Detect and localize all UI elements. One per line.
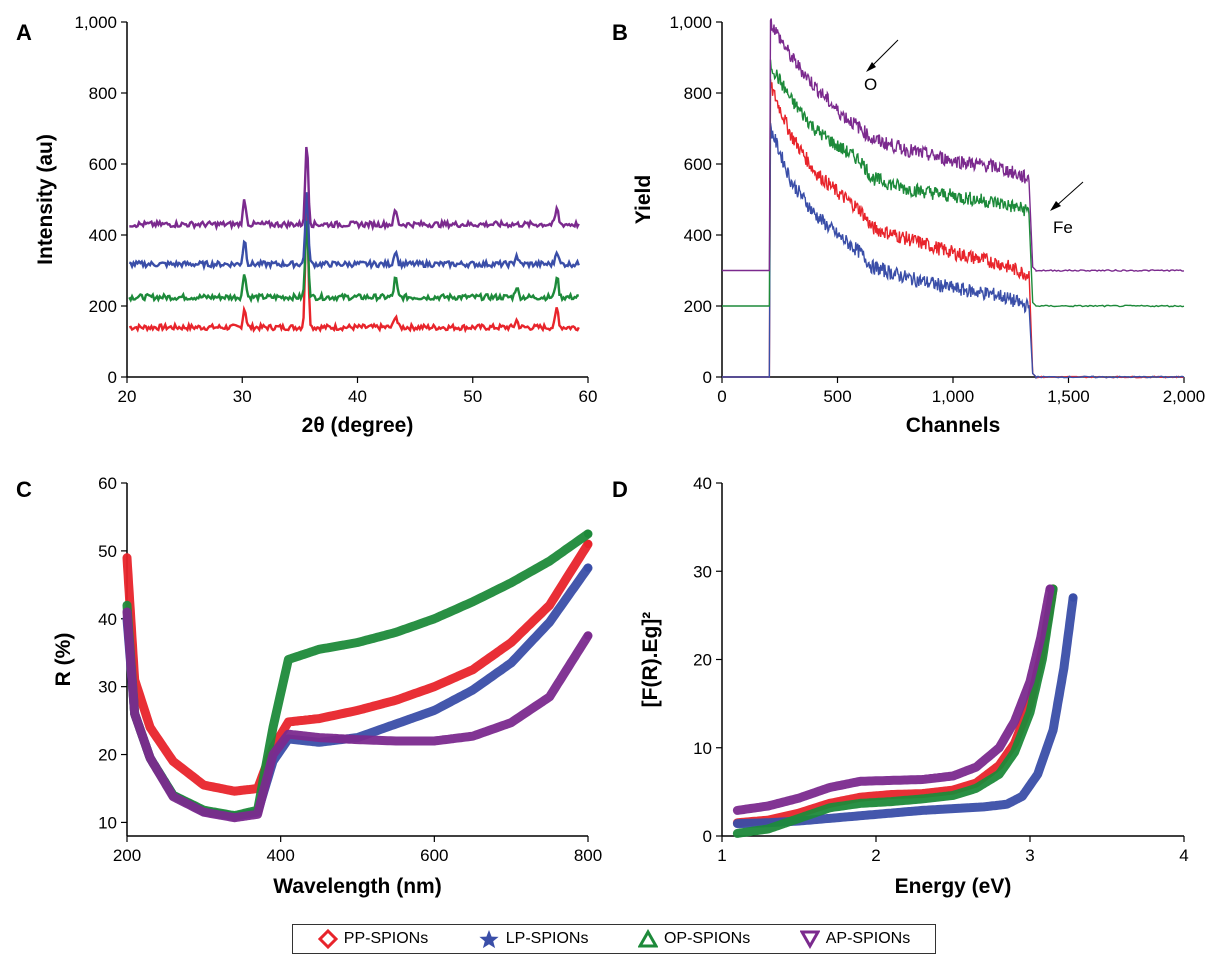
panel-letter: C	[16, 477, 32, 502]
series-line	[128, 220, 579, 304]
y-axis-label: Intensity (au)	[34, 134, 57, 265]
series-end-point	[584, 631, 592, 640]
legend-item-pp: PP-SPIONs	[317, 929, 429, 949]
y-tick-label: 20	[98, 746, 117, 765]
y-axis-label: [F(R).Eg]²	[639, 612, 662, 708]
x-tick-label: 0	[717, 387, 726, 406]
y-tick-label: 600	[89, 155, 117, 174]
series-line	[732, 584, 1058, 828]
series-end-point	[584, 529, 592, 538]
legend-item-lp: LP-SPIONs	[478, 929, 589, 949]
y-tick-label: 600	[684, 155, 712, 174]
x-tick-label: 40	[348, 387, 367, 406]
y-tick-label: 20	[693, 651, 712, 670]
series-line	[722, 18, 1185, 273]
legend-label: LP-SPIONs	[505, 930, 589, 947]
series-line	[122, 607, 593, 823]
y-tick-label: 10	[98, 813, 117, 832]
legend-item-op: OP-SPIONs	[637, 929, 751, 949]
panel-letter: B	[612, 20, 628, 45]
annotation-arrowhead	[866, 62, 876, 72]
y-axis-label: R (%)	[52, 633, 75, 687]
x-tick-label: 50	[463, 387, 482, 406]
y-axis-label: Yield	[632, 175, 655, 224]
x-tick-label: 1,000	[932, 387, 975, 406]
y-tick-label: 400	[684, 226, 712, 245]
y-tick-label: 60	[98, 474, 117, 493]
x-axis-label: Channels	[906, 414, 1001, 437]
legend-label: AP-SPIONs	[825, 930, 911, 947]
x-tick-label: 500	[823, 387, 851, 406]
series-line	[732, 584, 1055, 815]
series-line	[722, 122, 1185, 380]
y-tick-label: 800	[684, 84, 712, 103]
y-tick-label: 200	[89, 297, 117, 316]
x-tick-label: 3	[1025, 846, 1034, 865]
panel-B: B 0 500 1,000 1,500 2,000 0 200 400 600 800 1,000 Ch…	[612, 13, 1205, 437]
y-tick-label: 40	[98, 610, 117, 629]
star-icon	[479, 930, 499, 949]
annotation-arrow	[1054, 181, 1084, 208]
y-tick-label: 0	[703, 368, 712, 387]
series-end-point	[1046, 584, 1055, 593]
legend: PP-SPIONs LP-SPIONs OP-SPIONs AP-SPIONs	[292, 924, 936, 954]
annotation-arrow	[869, 39, 899, 69]
series-line	[722, 79, 1185, 379]
annotation-arrowhead	[1050, 201, 1061, 211]
legend-item-ap: AP-SPIONs	[799, 929, 911, 949]
x-tick-label: 20	[118, 387, 137, 406]
annotation-label: O	[864, 75, 877, 94]
y-tick-label: 0	[108, 368, 117, 387]
x-tick-label: 4	[1179, 846, 1188, 865]
series-line	[129, 146, 580, 232]
panel-C: C 200 400 600 800 10 20 30 40 50 60 Wavelength (nm)…	[16, 474, 602, 898]
x-tick-label: 1,500	[1047, 387, 1090, 406]
diamond-icon	[317, 929, 338, 949]
y-tick-label: 200	[684, 297, 712, 316]
y-tick-label: 400	[89, 226, 117, 245]
x-tick-label: 2,000	[1163, 387, 1206, 406]
triangle-down-icon	[799, 930, 820, 949]
x-tick-label: 30	[233, 387, 252, 406]
legend-label: PP-SPIONs	[343, 930, 429, 947]
series-end-point	[1069, 593, 1078, 602]
y-tick-label: 30	[98, 678, 117, 697]
series-line	[122, 539, 593, 796]
y-tick-label: 1,000	[669, 13, 712, 32]
triangle-up-icon	[637, 929, 658, 948]
y-tick-label: 800	[89, 84, 117, 103]
annotation-label: Fe	[1053, 218, 1073, 237]
x-tick-label: 60	[579, 387, 598, 406]
x-tick-label: 600	[420, 846, 448, 865]
y-tick-label: 1,000	[74, 13, 117, 32]
x-axis-label: Energy (eV)	[895, 875, 1012, 898]
y-tick-label: 50	[98, 542, 117, 561]
x-tick-label: 200	[113, 846, 141, 865]
y-tick-label: 10	[693, 739, 712, 758]
y-tick-label: 0	[703, 827, 712, 846]
x-tick-label: 400	[266, 846, 294, 865]
x-tick-label: 2	[871, 846, 880, 865]
x-axis-label: 2θ (degree)	[302, 414, 414, 437]
series-end-point	[584, 563, 592, 572]
panel-letter: A	[16, 20, 32, 45]
x-tick-label: 800	[574, 846, 602, 865]
y-tick-label: 40	[693, 474, 712, 493]
series-line	[722, 59, 1185, 308]
series-line	[122, 529, 593, 821]
x-axis-label: Wavelength (nm)	[273, 875, 441, 898]
legend-label: OP-SPIONs	[663, 930, 751, 947]
panel-letter: D	[612, 477, 628, 502]
series-line	[128, 207, 580, 334]
series-end-point	[584, 540, 592, 549]
series-line	[732, 584, 1058, 838]
x-tick-label: 1	[717, 846, 726, 865]
series-line	[732, 593, 1078, 829]
series-line	[128, 192, 580, 272]
y-tick-label: 30	[693, 562, 712, 581]
